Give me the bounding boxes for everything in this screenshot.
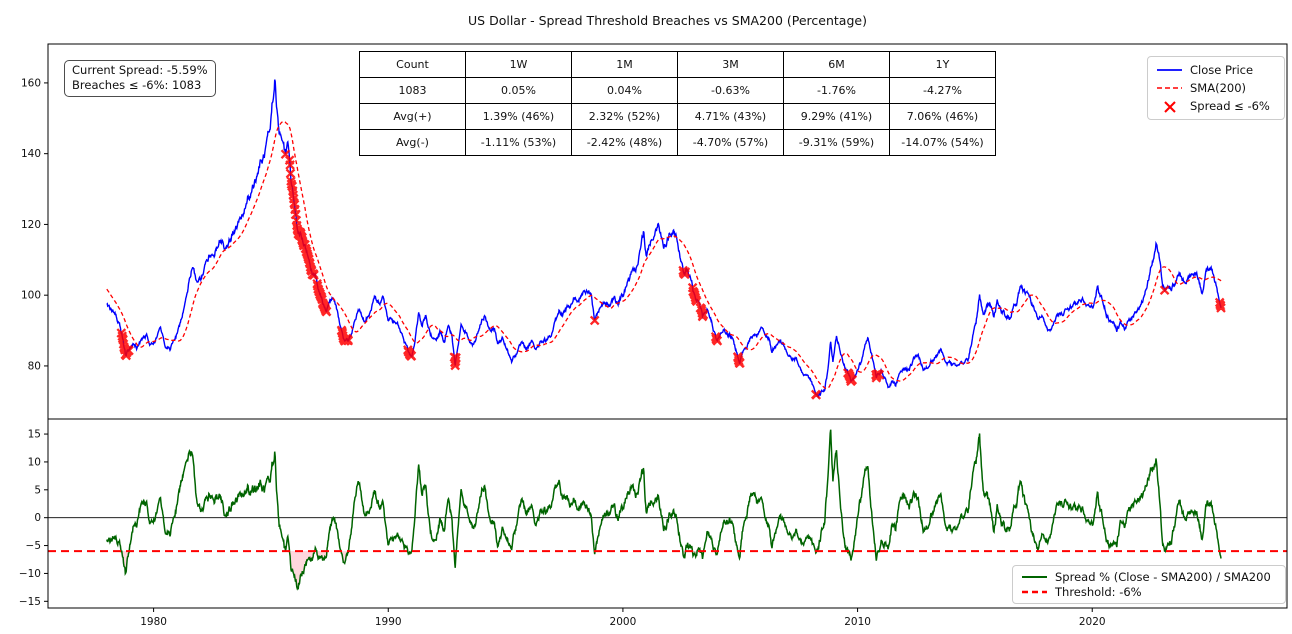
spread-line-icon xyxy=(1022,576,1047,579)
y-tick-label: 5 xyxy=(34,484,41,496)
legend-label-spread: Spread % (Close - SMA200) / SMA200 xyxy=(1055,570,1271,585)
spread-panel xyxy=(48,429,1287,591)
breach-markers xyxy=(116,149,1226,400)
stats-cell: 1.39% (46%) xyxy=(465,103,572,130)
x-tick-label: 1980 xyxy=(140,616,167,628)
y-tick-label: −10 xyxy=(19,568,41,580)
annotation-breach-count: Breaches ≤ -6%: 1083 xyxy=(72,78,202,93)
stats-cell: -14.07% (54%) xyxy=(889,129,996,156)
stats-cell: -0.63% xyxy=(677,77,784,104)
x-tick-label: 2010 xyxy=(844,616,871,628)
close-price-line xyxy=(106,79,1222,399)
spread-line xyxy=(106,429,1222,591)
legend-item-close-price: Close Price xyxy=(1156,63,1276,77)
y-tick-label: 100 xyxy=(21,290,41,302)
stats-table-body: 1083 0.05% 0.04% -0.63% -1.76% -4.27% Avg(+) 1.… xyxy=(359,77,996,156)
close-price-line-icon xyxy=(1157,69,1182,71)
stats-cell: -4.27% xyxy=(889,77,996,104)
stats-header-cell: Count xyxy=(359,51,466,78)
legend-label-sma200: SMA(200) xyxy=(1190,81,1247,95)
legend-item-sma200: SMA(200) xyxy=(1156,81,1276,95)
axes: 80 100 120 140 160 −15 −10 −5 0 5 10 15 1980 1990 2000… xyxy=(19,43,1288,628)
stats-table: Count 1W 1M 3M 6M 1Y 1083 0.05% 0.04% -0.63% -1.7… xyxy=(359,51,996,156)
price-panel xyxy=(106,79,1226,400)
stats-cell: Avg(-) xyxy=(359,129,466,156)
y-tick-label: 10 xyxy=(28,456,41,468)
stats-header-cell: 1W xyxy=(465,51,572,78)
stats-header-cell: 1M xyxy=(571,51,678,78)
stats-cell: 0.04% xyxy=(571,77,678,104)
stats-cell: 9.29% (41%) xyxy=(783,103,890,130)
y-tick-label: 120 xyxy=(21,219,41,231)
spread-annotation-box: Current Spread: -5.59% Breaches ≤ -6%: 1… xyxy=(64,60,216,98)
x-tick-label: 2020 xyxy=(1079,616,1106,628)
stats-cell: -9.31% (59%) xyxy=(783,129,890,156)
x-tick-label: 2000 xyxy=(610,616,637,628)
x-tick-label: 1990 xyxy=(375,616,402,628)
sma200-dashed-line-icon xyxy=(1157,87,1182,89)
stats-cell: -1.11% (53%) xyxy=(465,129,572,156)
stats-cell: -2.42% (48%) xyxy=(571,129,678,156)
stats-header-cell: 3M xyxy=(677,51,784,78)
annotation-current-spread: Current Spread: -5.59% xyxy=(72,63,208,77)
spread-panel-spines xyxy=(47,418,1288,609)
chart-title: US Dollar - Spread Threshold Breaches vs… xyxy=(468,13,867,28)
legend-item-threshold: Threshold: -6% xyxy=(1021,585,1277,599)
stats-cell: 2.32% (52%) xyxy=(571,103,678,130)
legend-item-breach: Spread ≤ -6% xyxy=(1156,99,1276,113)
stats-header-cell: 6M xyxy=(783,51,890,78)
spread-legend: Spread % (Close - SMA200) / SMA200 Thres… xyxy=(1012,565,1286,604)
y-tick-label: −15 xyxy=(19,596,41,608)
y-tick-label: 0 xyxy=(34,512,41,524)
stats-cell: 1083 xyxy=(359,77,466,104)
stats-cell: -4.70% (57%) xyxy=(677,129,784,156)
y-tick-label: 160 xyxy=(21,77,41,89)
price-legend: Close Price SMA(200) Spread ≤ -6% xyxy=(1147,56,1285,120)
stats-cell: 0.05% xyxy=(465,77,572,104)
y-tick-label: −5 xyxy=(26,540,41,552)
breach-x-marker-icon xyxy=(1164,100,1176,113)
y-tick-label: 80 xyxy=(28,360,41,372)
stats-header-cell: 1Y xyxy=(889,51,996,78)
stats-row: Avg(+) 1.39% (46%) 2.32% (52%) 4.71% (43%) 9… xyxy=(359,103,996,130)
legend-label-breach: Spread ≤ -6% xyxy=(1190,99,1270,113)
stats-cell: Avg(+) xyxy=(359,103,466,130)
legend-label-threshold: Threshold: -6% xyxy=(1055,584,1142,599)
stats-cell: -1.76% xyxy=(783,77,890,104)
legend-label-close-price: Close Price xyxy=(1190,63,1254,77)
legend-item-spread: Spread % (Close - SMA200) / SMA200 xyxy=(1021,570,1277,584)
y-tick-label: 140 xyxy=(21,148,41,160)
stats-row: Avg(-) -1.11% (53%) -2.42% (48%) -4.70% (57… xyxy=(359,129,996,156)
y-tick-label: 15 xyxy=(28,429,41,441)
stats-table-header-row: Count 1W 1M 3M 6M 1Y xyxy=(359,51,996,78)
threshold-dashed-line-icon xyxy=(1022,590,1047,593)
sma200-line xyxy=(106,120,1222,390)
stats-cell: 4.71% (43%) xyxy=(677,103,784,130)
stats-cell: 7.06% (46%) xyxy=(889,103,996,130)
stats-row: 1083 0.05% 0.04% -0.63% -1.76% -4.27% xyxy=(359,77,996,104)
